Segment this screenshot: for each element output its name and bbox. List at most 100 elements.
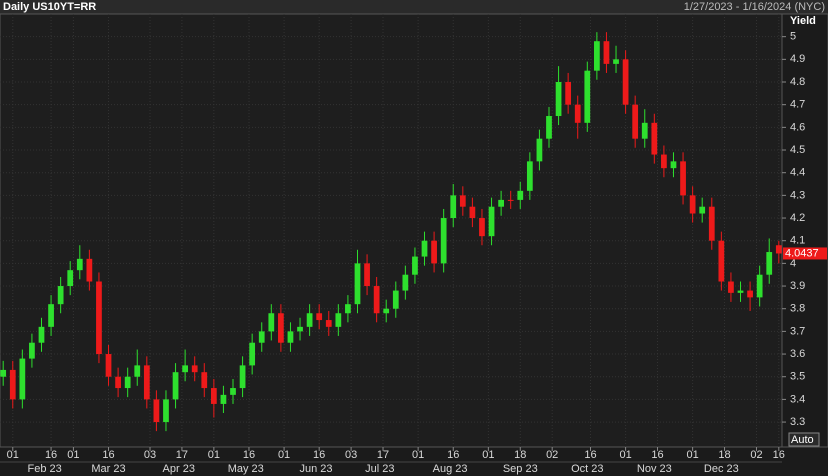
candle-body bbox=[306, 313, 313, 327]
candle-body bbox=[536, 138, 543, 162]
candle-body bbox=[258, 331, 265, 343]
x-tick-label: 16 bbox=[102, 449, 114, 461]
chart-title: Daily US10YT=RR bbox=[3, 1, 96, 13]
candle-body bbox=[163, 399, 169, 423]
candle-body bbox=[230, 388, 236, 395]
x-tick-label: 01 bbox=[7, 449, 19, 461]
candle-body bbox=[756, 274, 763, 298]
candle-body bbox=[278, 313, 284, 343]
candle-body bbox=[450, 195, 457, 219]
month-label: Sep 23 bbox=[503, 463, 538, 475]
last-value-label: 4.0437 bbox=[785, 247, 819, 259]
x-tick-label: 17 bbox=[176, 449, 188, 461]
header-bar bbox=[0, 0, 828, 14]
candle-body bbox=[57, 286, 64, 305]
month-label: Jul 23 bbox=[365, 463, 394, 475]
candle-body bbox=[249, 342, 256, 366]
candle-body bbox=[603, 41, 610, 64]
candle-body bbox=[651, 122, 658, 155]
y-tick-label: 5 bbox=[790, 31, 796, 43]
candle-body bbox=[402, 274, 409, 291]
x-tick-label: 01 bbox=[687, 449, 699, 461]
y-tick-label: 3.3 bbox=[790, 416, 805, 428]
month-label: Dec 23 bbox=[704, 463, 739, 475]
y-tick-label: 4.8 bbox=[790, 76, 805, 88]
x-tick-label: 18 bbox=[718, 449, 730, 461]
month-label: Nov 23 bbox=[637, 463, 672, 475]
candle-body bbox=[708, 206, 715, 241]
x-tick-label: 02 bbox=[546, 449, 558, 461]
candle-body bbox=[325, 320, 332, 327]
date-range: 1/27/2023 - 1/16/2024 (NYC) bbox=[684, 1, 825, 13]
candle-body bbox=[431, 240, 437, 264]
candle-body bbox=[488, 206, 495, 237]
y-tick-label: 4.7 bbox=[790, 99, 805, 111]
candle-body bbox=[105, 354, 112, 377]
candle-body bbox=[354, 263, 361, 305]
candle-body bbox=[517, 190, 524, 200]
candle-body bbox=[96, 281, 102, 355]
candle-body bbox=[555, 82, 562, 117]
candle-body bbox=[584, 70, 591, 123]
x-tick-label: 03 bbox=[345, 449, 357, 461]
candle-body bbox=[268, 313, 275, 332]
candle-body bbox=[124, 376, 131, 389]
candle-body bbox=[699, 206, 706, 214]
candle-body bbox=[641, 122, 648, 139]
candle-body bbox=[0, 369, 7, 377]
scale-mode-button[interactable] bbox=[788, 432, 820, 447]
month-label: May 23 bbox=[228, 463, 264, 475]
x-tick-label: 16 bbox=[447, 449, 459, 461]
x-tick-label: 16 bbox=[651, 449, 663, 461]
candle-body bbox=[153, 399, 160, 423]
x-tick-label: 18 bbox=[514, 449, 526, 461]
x-tick-label: 16 bbox=[584, 449, 596, 461]
month-label: Aug 23 bbox=[433, 463, 468, 475]
candle-body bbox=[38, 326, 45, 343]
candle-body bbox=[775, 245, 782, 254]
candle-body bbox=[412, 256, 418, 275]
x-tick-label: 17 bbox=[377, 449, 389, 461]
month-label: Apr 23 bbox=[163, 463, 195, 475]
candle-body bbox=[670, 161, 677, 169]
candle-body bbox=[574, 104, 581, 123]
candle-body bbox=[29, 342, 35, 359]
candle-body bbox=[220, 394, 227, 404]
candle-body bbox=[172, 372, 179, 400]
candle-body bbox=[287, 331, 294, 343]
x-tick-label: 16 bbox=[313, 449, 325, 461]
candle-body bbox=[622, 59, 629, 105]
candle-body bbox=[766, 252, 773, 275]
candle-body bbox=[201, 372, 208, 389]
candle-body bbox=[9, 369, 16, 400]
x-tick-label: 03 bbox=[144, 449, 156, 461]
y-tick-label: 4.5 bbox=[790, 144, 805, 156]
candle-body bbox=[421, 240, 428, 257]
y-axis-label: Yield bbox=[790, 15, 816, 27]
y-tick-label: 4.9 bbox=[790, 53, 805, 65]
candle-body bbox=[689, 195, 696, 214]
candle-body bbox=[134, 365, 141, 377]
y-tick-label: 4.3 bbox=[790, 189, 805, 201]
candle-body bbox=[182, 365, 188, 373]
candle-body bbox=[143, 365, 150, 400]
candle-body bbox=[546, 116, 552, 139]
y-tick-label: 3.5 bbox=[790, 371, 805, 383]
last-value-box bbox=[783, 247, 827, 260]
x-tick-label: 01 bbox=[208, 449, 220, 461]
x-tick-label: 01 bbox=[67, 449, 79, 461]
scale-mode[interactable]: Auto bbox=[791, 434, 814, 446]
candle-body bbox=[459, 195, 466, 207]
candle-body bbox=[19, 358, 26, 400]
candle-body bbox=[383, 308, 390, 314]
y-tick-label: 3.6 bbox=[790, 348, 805, 360]
candle-body bbox=[364, 263, 370, 287]
x-tick-label: 01 bbox=[278, 449, 290, 461]
y-tick-label: 4.6 bbox=[790, 121, 805, 133]
candle-body bbox=[345, 304, 351, 314]
candle-body bbox=[498, 199, 504, 207]
month-label: Oct 23 bbox=[571, 463, 603, 475]
candle-body bbox=[728, 281, 734, 293]
candle-body bbox=[316, 313, 323, 321]
